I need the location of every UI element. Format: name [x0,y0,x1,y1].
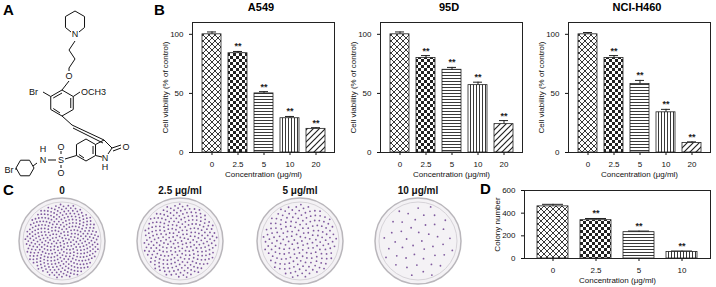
svg-text:Cell viability (% of control): Cell viability (% of control) [349,41,358,133]
svg-text:N: N [72,29,79,39]
svg-text:**: ** [688,132,696,142]
svg-text:Br: Br [5,165,14,175]
svg-text:5: 5 [450,160,455,169]
svg-text:10: 10 [678,266,687,275]
svg-text:5: 5 [262,160,267,169]
svg-text:**: ** [234,41,242,51]
svg-text:10: 10 [286,160,295,169]
svg-text:**: ** [474,72,482,82]
svg-text:0: 0 [59,185,65,196]
svg-text:**: ** [312,118,320,128]
html-text:B: B [154,1,165,18]
svg-text:0: 0 [398,160,403,169]
svg-text:0: 0 [551,266,556,275]
svg-text:**: ** [286,106,294,116]
svg-text:Concentration (μg/ml): Concentration (μg/ml) [579,276,656,285]
svg-text:50: 50 [175,89,184,98]
svg-text:S: S [58,155,64,165]
svg-text:2.5: 2.5 [420,160,432,169]
svg-text:0: 0 [586,160,591,169]
svg-text:Cell viability (% of control): Cell viability (% of control) [161,41,170,133]
svg-text:O: O [57,168,64,178]
svg-text:0: 0 [179,148,184,157]
svg-text:5 μg/ml: 5 μg/ml [282,185,317,196]
html-text:C: C [3,181,14,198]
svg-text:0: 0 [367,148,372,157]
svg-text:20: 20 [312,160,321,169]
svg-text:N: N [101,153,109,163]
svg-text:O: O [65,71,72,81]
svg-text:0: 0 [555,148,560,157]
html-text:D: D [480,180,491,197]
svg-text:O: O [122,142,129,152]
svg-text:20: 20 [500,160,509,169]
svg-text:**: ** [260,82,268,92]
html-text:A: A [3,1,14,18]
svg-text:100: 100 [170,30,184,39]
svg-text:10: 10 [662,160,671,169]
svg-text:N: N [40,155,47,165]
svg-text:10 μg/ml: 10 μg/ml [398,185,439,196]
svg-text:600: 600 [502,186,516,195]
svg-text:0: 0 [511,254,516,263]
svg-text:100: 100 [546,30,560,39]
svg-text:Concentration (μg/ml): Concentration (μg/ml) [225,170,302,179]
svg-text:20: 20 [688,160,697,169]
svg-text:50: 50 [551,89,560,98]
svg-text:100: 100 [358,30,372,39]
svg-text:2.5: 2.5 [232,160,244,169]
svg-text:H: H [40,144,47,154]
html-text:95D: 95D [438,1,460,13]
svg-text:OCH3: OCH3 [81,87,106,97]
svg-text:Colony number: Colony number [493,197,502,252]
svg-text:H: H [102,162,109,172]
svg-text:Concentration (μg/ml): Concentration (μg/ml) [601,170,678,179]
svg-text:**: ** [678,241,686,251]
svg-text:Cell viability (% of control): Cell viability (% of control) [537,41,546,133]
svg-text:2.5 μg/ml: 2.5 μg/ml [158,185,202,196]
svg-text:50: 50 [363,89,372,98]
svg-text:Concentration (μg/ml): Concentration (μg/ml) [413,170,490,179]
svg-text:10: 10 [474,160,483,169]
svg-text:2.5: 2.5 [590,266,602,275]
svg-text:400: 400 [502,209,516,218]
svg-text:O: O [57,142,64,152]
html-text:A549: A549 [247,1,275,13]
svg-text:**: ** [500,111,508,121]
svg-text:**: ** [422,46,430,56]
svg-text:5: 5 [637,266,642,275]
svg-text:**: ** [610,46,618,56]
html-text:NCI-H460: NCI-H460 [612,1,662,13]
svg-text:**: ** [662,99,670,109]
svg-text:5: 5 [638,160,643,169]
svg-text:0: 0 [210,160,215,169]
svg-text:**: ** [635,221,643,231]
svg-text:**: ** [592,208,600,218]
svg-text:200: 200 [502,231,516,240]
svg-text:2.5: 2.5 [608,160,620,169]
svg-text:Br: Br [29,87,38,97]
svg-text:**: ** [636,70,644,80]
svg-text:**: ** [448,57,456,67]
